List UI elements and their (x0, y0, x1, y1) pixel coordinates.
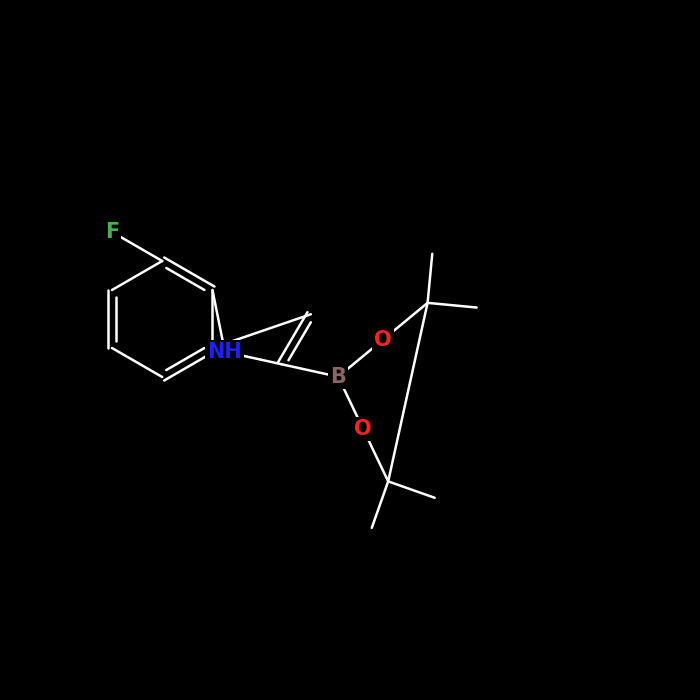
Text: NH: NH (207, 342, 242, 362)
Text: O: O (374, 330, 392, 350)
Text: F: F (105, 222, 119, 242)
Text: O: O (354, 419, 372, 439)
Text: B: B (330, 367, 346, 386)
